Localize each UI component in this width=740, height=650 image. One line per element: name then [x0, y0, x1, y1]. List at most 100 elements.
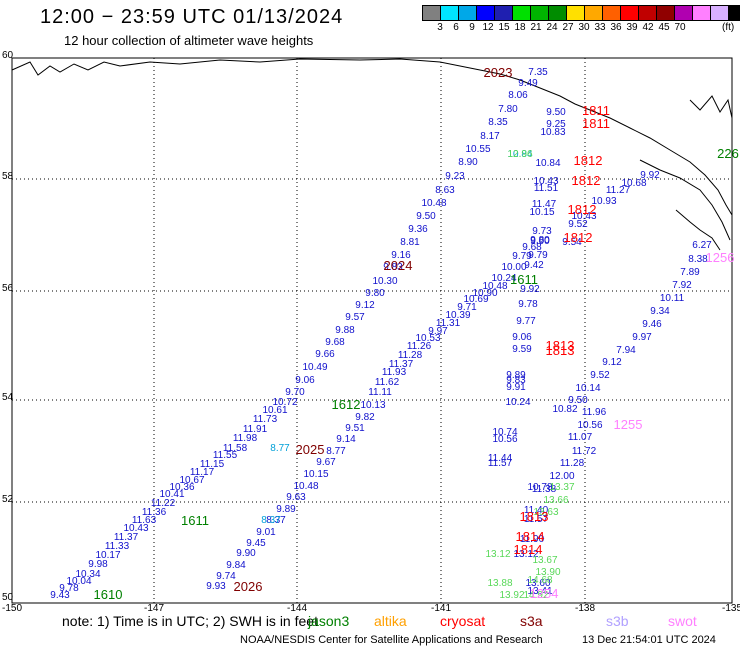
- wave-height-value: 8.37: [266, 515, 286, 526]
- wave-height-value: 11.17: [190, 467, 215, 478]
- latitude-label: 56: [2, 283, 14, 294]
- latitude-label: 54: [2, 392, 14, 403]
- wave-height-value: 10.82: [552, 404, 577, 415]
- pass-time-label: 1812: [568, 202, 597, 217]
- wave-height-value: 9.77: [516, 316, 536, 327]
- wave-height-value: 9.80: [530, 235, 550, 246]
- wave-height-value: 9.79: [512, 251, 532, 262]
- legend-label: 15: [498, 22, 510, 33]
- wave-height-value: 9.50: [416, 211, 436, 222]
- wave-height-value: 13.37: [549, 482, 574, 493]
- wave-height-value: 10.00: [501, 262, 526, 273]
- wave-height-value: 9.12: [355, 300, 375, 311]
- legend-swatches: [422, 5, 740, 21]
- wave-height-value: 10.36: [169, 482, 194, 493]
- wave-height-value: 11.07: [568, 432, 593, 443]
- wave-height-value: 11.47: [532, 199, 557, 210]
- wave-height-value: 9.89: [506, 370, 526, 381]
- wave-height-value: 9.51: [345, 423, 365, 434]
- wave-height-value: 10.55: [465, 144, 490, 155]
- legend-label: 18: [514, 22, 526, 33]
- legend-label: 6: [453, 22, 459, 33]
- wave-height-value: 11.44: [488, 453, 513, 464]
- wave-height-value: 8.77: [270, 443, 290, 454]
- pass-time-label: 1812: [564, 230, 593, 245]
- wave-height-value: 10.41: [159, 489, 184, 500]
- wave-height-value: 8.06: [508, 90, 528, 101]
- wave-height-value: 9.71: [457, 302, 477, 313]
- pass-time-label: 1813: [546, 338, 575, 353]
- wave-height-value: 10.15: [303, 469, 328, 480]
- wave-height-value: 9.14: [336, 434, 356, 445]
- wave-height-value: 10.83: [540, 127, 565, 138]
- wave-height-value: 10.48: [421, 198, 446, 209]
- wave-height-value: 8.37: [261, 515, 281, 526]
- satellite-jason3: jason3: [308, 613, 350, 629]
- pass-time-label: 1812: [572, 173, 601, 188]
- pass-time-label: 1611: [181, 513, 209, 528]
- legend-label: 70: [674, 22, 686, 33]
- map-frame: [11, 57, 733, 604]
- wave-height-value: 11.38: [532, 484, 557, 495]
- wave-height-value: 11.37: [389, 359, 414, 370]
- wave-height-value: 10.24: [505, 397, 530, 408]
- wave-height-value: 11.57: [488, 458, 513, 469]
- wave-height-value: 9.97: [632, 332, 652, 343]
- wave-height-value: 10.56: [492, 434, 517, 445]
- wave-height-value: 9.43: [50, 590, 70, 601]
- wave-height-value: 9.92: [520, 284, 540, 295]
- longitude-label: -150: [2, 603, 22, 614]
- wave-height-value: 10.11: [660, 293, 685, 304]
- wave-height-value: 9.83: [383, 262, 403, 273]
- wave-height-value: 9.45: [246, 538, 266, 549]
- satellite-altika: altika: [374, 613, 407, 629]
- wave-height-value: 13.12: [513, 549, 538, 560]
- wave-height-value: 9.36: [408, 224, 428, 235]
- wave-height-value: 9.97: [428, 326, 448, 337]
- wave-height-value: 13.88: [487, 578, 512, 589]
- wave-height-value: 9.34: [650, 306, 670, 317]
- wave-height-value: 9.67: [316, 457, 336, 468]
- pass-time-label: 2024: [384, 258, 413, 273]
- wave-height-value: 9.83: [506, 375, 526, 386]
- color-legend: 3 6 9 12 15 18 21 24 27 30 33 36 39 42 45 70 (ft): [422, 5, 740, 33]
- wave-height-value: 10.30: [372, 276, 397, 287]
- wave-height-value: 9.12: [602, 357, 622, 368]
- wave-height-value: 14.92: [523, 590, 548, 601]
- longitude-label: -144: [287, 603, 307, 614]
- graticule: [12, 58, 732, 603]
- satellite-swot: swot: [668, 613, 697, 629]
- wave-height-value: 9.63: [286, 492, 306, 503]
- wave-height-value: 9.50: [568, 395, 588, 406]
- wave-height-value: 9.59: [512, 344, 532, 355]
- wave-height-value: 7.35: [528, 67, 548, 78]
- wave-height-value: 13.63: [533, 507, 558, 518]
- wave-height-value: 13.12: [485, 549, 510, 560]
- wave-height-value: 11.58: [223, 443, 248, 454]
- wave-height-value: 9.78: [518, 299, 538, 310]
- wave-height-value: 11.33: [105, 541, 130, 552]
- wave-height-value: 10.68: [621, 178, 646, 189]
- wave-height-value: 13.41: [527, 586, 552, 597]
- wave-height-value: 8.81: [400, 237, 420, 248]
- legend-label: 45: [658, 22, 670, 33]
- legend-swatch: [728, 5, 740, 21]
- wave-height-value: 10.74: [492, 427, 517, 438]
- legend-label: 24: [546, 22, 558, 33]
- wave-height-value: 9.92: [640, 170, 660, 181]
- legend-label: 36: [610, 22, 622, 33]
- wave-height-value: 10.34: [75, 569, 100, 580]
- legend-label: 39: [626, 22, 638, 33]
- wave-height-value: 7.92: [672, 280, 692, 291]
- wave-height-value: 9.52: [590, 370, 610, 381]
- credit-text: NOAA/NESDIS Center for Satellite Applica…: [240, 634, 543, 646]
- wave-height-value: 13.92: [499, 590, 524, 601]
- wave-height-value: 11.72: [572, 446, 597, 457]
- wave-height-value: 9.50: [546, 107, 566, 118]
- longitude-label: -135: [722, 603, 740, 614]
- pass-time-label: 1611: [510, 272, 538, 287]
- wave-height-value: 11.26: [407, 341, 432, 352]
- wave-height-value: 10.69: [463, 294, 488, 305]
- wave-height-value: 8.35: [488, 117, 508, 128]
- wave-height-value: 11.40: [524, 505, 549, 516]
